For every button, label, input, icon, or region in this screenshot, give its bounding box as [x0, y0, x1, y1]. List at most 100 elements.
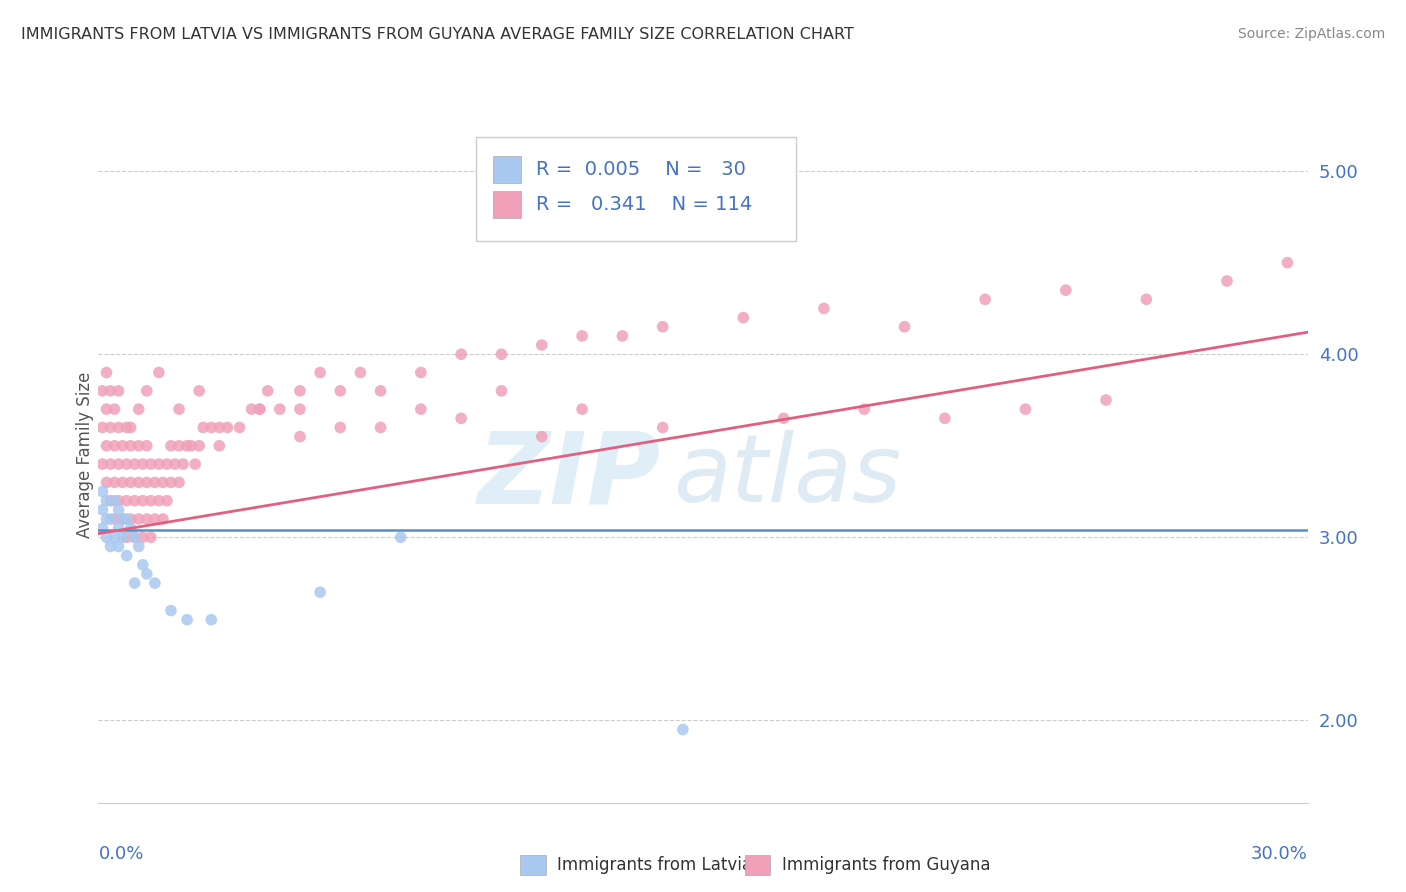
Text: 30.0%: 30.0% — [1251, 845, 1308, 863]
Point — [160, 475, 183, 490]
Point — [143, 576, 166, 591]
Point — [152, 512, 174, 526]
Point — [228, 420, 250, 434]
Point — [124, 530, 146, 544]
Point — [152, 475, 174, 490]
Point — [120, 512, 142, 526]
Point — [135, 475, 157, 490]
Point — [249, 402, 271, 417]
Point — [309, 585, 332, 599]
Point — [184, 457, 207, 471]
Point — [160, 603, 183, 617]
Point — [96, 439, 118, 453]
Point — [349, 366, 371, 380]
Point — [115, 493, 138, 508]
Point — [1054, 283, 1077, 297]
Point — [96, 530, 118, 544]
Point — [103, 493, 125, 508]
Point — [143, 475, 166, 490]
Point — [148, 493, 170, 508]
Point — [160, 439, 183, 453]
Point — [139, 530, 162, 544]
Point — [107, 457, 129, 471]
Point — [156, 493, 179, 508]
Point — [135, 566, 157, 581]
Point — [974, 293, 997, 307]
Point — [409, 366, 432, 380]
Point — [288, 402, 311, 417]
Point — [96, 493, 118, 508]
Point — [893, 319, 915, 334]
Point — [370, 420, 392, 434]
Point — [115, 457, 138, 471]
Point — [135, 512, 157, 526]
Point — [491, 384, 513, 398]
Text: R =  0.005    N =   30: R = 0.005 N = 30 — [536, 161, 745, 179]
Point — [176, 439, 198, 453]
Point — [329, 384, 352, 398]
Point — [124, 493, 146, 508]
Text: R =   0.341    N = 114: R = 0.341 N = 114 — [536, 195, 752, 214]
Point — [96, 512, 118, 526]
Point — [733, 310, 755, 325]
Point — [111, 530, 134, 544]
Point — [530, 429, 553, 443]
Point — [100, 420, 122, 434]
Point — [370, 384, 392, 398]
Point — [193, 420, 215, 434]
Point — [132, 493, 155, 508]
Point — [96, 475, 118, 490]
Point — [103, 530, 125, 544]
Point — [571, 402, 593, 417]
Point — [143, 512, 166, 526]
Point — [120, 439, 142, 453]
Point — [120, 475, 142, 490]
Point — [124, 576, 146, 591]
Point — [156, 457, 179, 471]
Point — [176, 613, 198, 627]
Text: Source: ZipAtlas.com: Source: ZipAtlas.com — [1237, 27, 1385, 41]
Point — [124, 457, 146, 471]
Point — [107, 493, 129, 508]
Point — [163, 457, 186, 471]
Point — [672, 723, 695, 737]
Point — [240, 402, 263, 417]
Point — [571, 329, 593, 343]
Point — [103, 402, 125, 417]
Point — [103, 439, 125, 453]
Point — [188, 384, 211, 398]
Text: Immigrants from Guyana: Immigrants from Guyana — [782, 856, 990, 874]
Point — [103, 475, 125, 490]
Text: Immigrants from Latvia: Immigrants from Latvia — [557, 856, 752, 874]
Point — [115, 420, 138, 434]
Point — [651, 420, 673, 434]
Point — [200, 420, 222, 434]
Point — [1216, 274, 1239, 288]
Point — [309, 366, 332, 380]
Point — [100, 512, 122, 526]
Point — [612, 329, 634, 343]
Point — [148, 457, 170, 471]
Point — [167, 402, 190, 417]
Point — [530, 338, 553, 352]
Y-axis label: Average Family Size: Average Family Size — [76, 372, 94, 538]
Point — [128, 540, 150, 554]
Text: atlas: atlas — [672, 430, 901, 521]
Text: ZIP: ZIP — [478, 427, 661, 524]
Point — [1014, 402, 1036, 417]
Point — [180, 439, 202, 453]
Point — [107, 420, 129, 434]
Point — [132, 457, 155, 471]
Point — [135, 384, 157, 398]
Point — [91, 503, 114, 517]
Point — [115, 549, 138, 563]
Point — [115, 530, 138, 544]
Point — [450, 347, 472, 361]
Point — [329, 420, 352, 434]
Point — [107, 503, 129, 517]
Text: IMMIGRANTS FROM LATVIA VS IMMIGRANTS FROM GUYANA AVERAGE FAMILY SIZE CORRELATION: IMMIGRANTS FROM LATVIA VS IMMIGRANTS FRO… — [21, 27, 853, 42]
Point — [188, 439, 211, 453]
Point — [91, 484, 114, 499]
Point — [167, 475, 190, 490]
Point — [256, 384, 278, 398]
